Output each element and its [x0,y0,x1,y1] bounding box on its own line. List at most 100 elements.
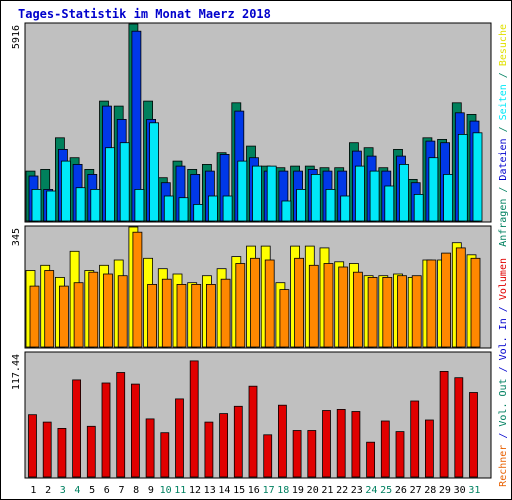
right-legend-hits-visits-part-2: Dateien [498,138,509,180]
bar-rechner-day-22 [338,266,349,348]
bar-rechner-day-14 [220,278,231,348]
x-tick-label-day-8: 8 [133,485,139,496]
x-tick-label-day-2: 2 [45,485,51,496]
bar-rechner-day-9 [147,283,158,348]
bar-rechner-day-19 [294,257,305,348]
bar-rechner-day-13 [205,283,216,348]
bar-seiten-day-13 [207,195,218,222]
bar-seiten-day-12 [193,203,204,222]
x-tick-label-day-3: 3 [60,485,66,496]
bar-seiten-day-31 [472,132,483,222]
bar-volumen-day-23 [351,411,361,478]
right-legend-hosts-volume-part-0: Rechner [498,445,509,487]
bar-volumen-day-19 [292,430,302,478]
bar-volumen-day-12 [189,360,199,478]
bar-seiten-day-15 [237,160,248,222]
bar-seiten-day-1 [31,188,42,222]
bar-volumen-day-20 [307,430,317,478]
bar-seiten-day-4 [75,187,86,222]
x-tick-label-day-11: 11 [174,485,186,496]
bar-volumen-day-22 [336,408,346,478]
bar-seiten-day-22 [340,195,351,222]
bar-rechner-day-7 [117,275,128,348]
x-tick-label-day-24: 24 [365,485,377,496]
bar-rechner-day-27 [411,275,422,348]
right-legend-hits-visits-part-4: Seiten [498,84,509,120]
x-tick-label-day-19: 19 [292,485,304,496]
bar-rechner-day-1 [29,285,40,348]
bar-volumen-day-27 [410,400,420,478]
bar-volumen-day-26 [395,431,405,478]
x-tick-label-day-25: 25 [380,485,392,496]
bar-rechner-day-15 [235,263,246,348]
bar-rechner-day-4 [73,282,84,348]
x-tick-label-day-13: 13 [204,485,216,496]
bar-volumen-day-5 [86,425,96,478]
y-max-label-hits: 5916 [11,25,22,49]
bar-rechner-day-6 [103,273,113,348]
x-tick-label-day-17: 17 [263,485,275,496]
bar-volumen-day-10 [160,432,170,478]
bar-rechner-day-8 [132,231,143,348]
bar-volumen-day-17 [263,434,273,478]
bar-volumen-day-3 [57,427,67,478]
right-legend-hosts-volume-part-5: / [498,300,509,318]
bar-seiten-day-5 [90,188,101,222]
right-legend-hits-visits-part-0: Anfragen [498,199,509,247]
bar-rechner-day-23 [352,271,363,348]
bar-seiten-day-7 [119,142,130,222]
bar-seiten-day-11 [178,197,189,222]
right-legend-hosts-volume: Rechner / Vol. Out / Vol. In / Volumen [498,258,509,487]
bar-volumen-day-6 [101,382,111,478]
bar-rechner-day-17 [264,259,275,348]
bar-volumen-day-7 [116,372,126,478]
right-legend-hosts-volume-part-4: Vol. In [498,318,509,360]
right-legend-hosts-volume-part-6: Volumen [498,258,509,300]
y-max-label-visits: 345 [11,228,22,246]
right-legend-hits-visits: Anfragen / Dateien / Seiten / Besuche [498,24,509,247]
right-legend-hosts-volume-part-3: / [498,360,509,378]
bar-seiten-day-29 [443,173,454,222]
x-tick-label-day-21: 21 [321,485,333,496]
bar-rechner-day-24 [367,276,378,348]
bar-seiten-day-6 [105,147,115,222]
bar-seiten-day-19 [296,188,307,222]
bar-rechner-day-3 [59,285,69,348]
bar-rechner-day-30 [455,247,466,348]
x-tick-label-day-26: 26 [395,485,407,496]
bar-rechner-day-16 [250,257,260,348]
bar-seiten-day-3 [61,160,71,222]
bar-seiten-day-26 [399,163,409,222]
x-tick-label-day-7: 7 [118,485,124,496]
bar-volumen-day-21 [322,410,331,478]
x-tick-label-day-22: 22 [336,485,348,496]
bar-volumen-day-8 [130,383,140,478]
bar-volumen-day-11 [175,398,184,478]
bar-rechner-day-25 [382,276,393,348]
bar-volumen-day-13 [204,421,214,478]
bar-rechner-day-2 [44,270,55,348]
right-legend-hits-visits-part-3: / [498,120,509,138]
x-tick-label-day-20: 20 [307,485,319,496]
x-tick-label-day-12: 12 [189,485,201,496]
x-tick-label-day-30: 30 [454,485,466,496]
y-max-label-volume: 117.44 [11,354,22,390]
x-tick-label-day-9: 9 [148,485,154,496]
bar-rechner-day-10 [161,278,172,348]
bar-seiten-day-30 [457,133,468,222]
x-tick-label-day-18: 18 [277,485,289,496]
x-tick-label-day-14: 14 [218,485,230,496]
bar-seiten-day-21 [325,188,336,222]
x-tick-label-day-10: 10 [160,485,172,496]
x-tick-label-day-15: 15 [233,485,245,496]
bar-volumen-day-25 [380,420,390,478]
bar-rechner-day-5 [88,271,99,348]
bar-rechner-day-18 [279,289,290,348]
x-tick-label-day-6: 6 [104,485,110,496]
bar-volumen-day-1 [28,414,37,478]
bar-rechner-day-11 [176,283,187,348]
bar-volumen-day-9 [145,418,155,478]
bar-rechner-day-26 [397,275,407,348]
x-tick-label-day-29: 29 [439,485,451,496]
x-tick-label-day-16: 16 [248,485,260,496]
